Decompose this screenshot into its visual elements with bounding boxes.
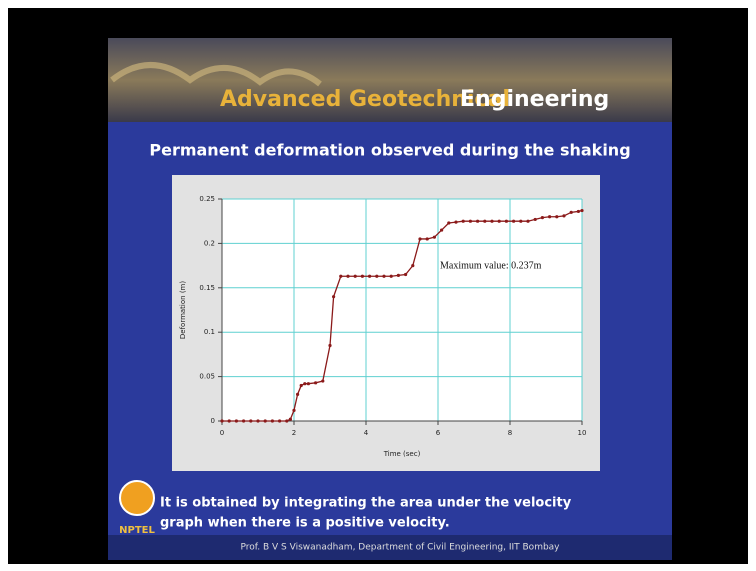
data-point bbox=[321, 379, 325, 383]
aqueduct-arches bbox=[110, 62, 322, 87]
data-point bbox=[519, 219, 523, 223]
data-point bbox=[548, 215, 552, 219]
logo-text: NPTEL bbox=[119, 525, 155, 536]
y-axis-label: Deformation (m) bbox=[179, 281, 187, 339]
data-point bbox=[299, 383, 303, 388]
data-point bbox=[296, 392, 300, 396]
y-tick-label: 0.2 bbox=[204, 239, 215, 247]
y-tick-label: 0.1 bbox=[204, 328, 215, 336]
x-tick-label: 0 bbox=[220, 429, 224, 437]
data-point bbox=[580, 208, 584, 213]
data-point bbox=[432, 235, 436, 239]
y-tick-label: 0.05 bbox=[199, 373, 215, 381]
y-tick-label: 0 bbox=[211, 417, 215, 425]
data-point bbox=[555, 215, 559, 219]
data-point bbox=[562, 214, 566, 218]
data-point bbox=[497, 219, 501, 223]
data-point bbox=[306, 382, 310, 386]
data-point bbox=[285, 419, 289, 423]
data-point bbox=[411, 264, 415, 268]
data-point bbox=[540, 216, 545, 220]
data-point bbox=[533, 217, 537, 222]
y-tick-label: 0.25 bbox=[199, 195, 215, 203]
data-point bbox=[526, 219, 530, 223]
data-point bbox=[314, 381, 318, 385]
data-point bbox=[278, 419, 282, 423]
data-point bbox=[418, 237, 422, 241]
x-tick-label: 6 bbox=[436, 429, 441, 437]
data-point bbox=[263, 419, 267, 423]
data-point bbox=[346, 274, 350, 278]
data-point bbox=[339, 274, 343, 278]
data-point bbox=[328, 343, 332, 348]
footer-bar bbox=[108, 535, 672, 560]
x-tick-label: 2 bbox=[292, 429, 296, 437]
x-tick-label: 4 bbox=[364, 429, 369, 437]
data-point bbox=[468, 219, 472, 223]
data-point bbox=[483, 219, 487, 223]
banner bbox=[108, 38, 672, 122]
data-point bbox=[256, 419, 260, 423]
data-point bbox=[368, 274, 372, 278]
data-point bbox=[396, 273, 400, 277]
data-point bbox=[454, 220, 458, 224]
data-point bbox=[360, 274, 364, 278]
x-tick-label: 10 bbox=[578, 429, 587, 437]
data-point bbox=[242, 419, 246, 423]
y-tick-label: 0.15 bbox=[199, 284, 215, 292]
data-point bbox=[440, 228, 444, 232]
data-point bbox=[353, 274, 357, 278]
banner-title-part2: Engineering bbox=[460, 87, 609, 112]
data-point bbox=[461, 219, 465, 223]
data-point bbox=[490, 219, 494, 223]
data-point bbox=[382, 274, 386, 278]
chart: 0 0.05 0.1 0.15 0.2 0.25 0 2 4 6 8 10 Time (sec) Defo… bbox=[179, 195, 586, 458]
data-point bbox=[476, 219, 480, 223]
data-point bbox=[389, 274, 393, 278]
annotation: Maximum value: 0.237m bbox=[440, 260, 542, 271]
data-point bbox=[249, 419, 253, 423]
logo-emblem bbox=[119, 480, 155, 516]
data-point bbox=[447, 221, 451, 225]
data-point bbox=[292, 408, 296, 412]
data-point bbox=[227, 419, 231, 423]
data-point bbox=[569, 210, 573, 214]
data-point bbox=[288, 417, 292, 421]
data-point bbox=[404, 272, 408, 277]
data-point bbox=[511, 219, 516, 223]
data-point bbox=[375, 274, 379, 278]
data-point bbox=[504, 219, 508, 223]
plot-area bbox=[222, 199, 582, 421]
data-point bbox=[303, 382, 307, 386]
data-point bbox=[425, 237, 429, 241]
slide-heading: Permanent deformation observed during th… bbox=[149, 141, 630, 160]
data-point bbox=[576, 209, 581, 214]
footer: Prof. B V S Viswanadham, Department of C… bbox=[240, 543, 560, 553]
x-axis-label: Time (sec) bbox=[383, 450, 421, 458]
banner-title-part1: Advanced Geotechnical bbox=[220, 87, 510, 112]
body-line: graph when there is a positive velocity. bbox=[160, 516, 450, 531]
data-point bbox=[220, 419, 224, 423]
data-point bbox=[234, 419, 238, 423]
body-line: It is obtained by integrating the area u… bbox=[160, 496, 572, 511]
data-point bbox=[270, 419, 274, 423]
x-tick-label: 8 bbox=[508, 429, 512, 437]
data-point bbox=[332, 295, 336, 299]
